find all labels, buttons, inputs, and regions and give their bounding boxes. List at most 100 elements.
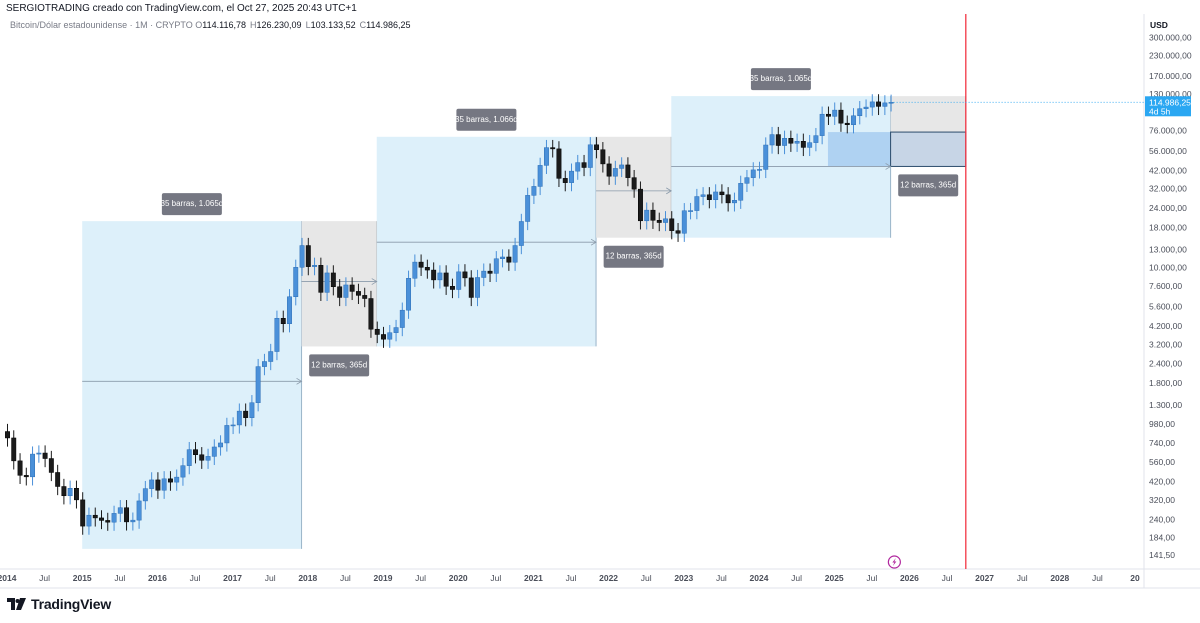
candle[interactable] xyxy=(506,256,512,263)
candle[interactable] xyxy=(487,270,493,274)
candle[interactable] xyxy=(86,514,92,527)
candle[interactable] xyxy=(393,327,399,333)
candle[interactable] xyxy=(406,278,411,311)
candle[interactable] xyxy=(218,442,223,448)
candle[interactable] xyxy=(518,221,524,246)
candle[interactable] xyxy=(324,272,330,293)
candle[interactable] xyxy=(807,142,813,148)
candle[interactable] xyxy=(330,272,336,287)
candle[interactable] xyxy=(694,196,700,211)
candle[interactable] xyxy=(537,165,543,187)
candle[interactable] xyxy=(863,106,869,109)
candle[interactable] xyxy=(268,351,274,362)
candle[interactable] xyxy=(600,149,606,165)
candle[interactable] xyxy=(719,191,725,196)
candle[interactable] xyxy=(631,177,637,190)
candle[interactable] xyxy=(74,488,79,501)
candle[interactable] xyxy=(500,256,505,259)
candle[interactable] xyxy=(412,261,418,279)
candle[interactable] xyxy=(136,500,142,521)
candle[interactable] xyxy=(337,286,343,298)
candle[interactable] xyxy=(638,188,643,222)
candle[interactable] xyxy=(525,195,531,222)
measure-label-box[interactable] xyxy=(750,68,811,91)
candle[interactable] xyxy=(443,272,449,287)
candle[interactable] xyxy=(11,437,17,462)
candle[interactable] xyxy=(356,291,361,296)
candle[interactable] xyxy=(468,277,474,298)
candle[interactable] xyxy=(650,209,656,221)
candle[interactable] xyxy=(782,138,787,146)
candle[interactable] xyxy=(117,507,123,514)
candle[interactable] xyxy=(255,366,261,403)
candle[interactable] xyxy=(587,144,593,168)
candle[interactable] xyxy=(274,318,280,352)
candle[interactable] xyxy=(750,169,756,178)
candle[interactable] xyxy=(111,513,117,523)
candle[interactable] xyxy=(23,475,29,478)
candle[interactable] xyxy=(769,134,775,146)
candle[interactable] xyxy=(168,478,173,483)
candle[interactable] xyxy=(550,147,556,150)
measure-zone-blue[interactable] xyxy=(82,221,302,549)
candle[interactable] xyxy=(788,138,794,144)
candle[interactable] xyxy=(481,270,487,278)
candle[interactable] xyxy=(262,361,267,367)
candle[interactable] xyxy=(656,220,662,223)
candle[interactable] xyxy=(293,267,299,297)
candle[interactable] xyxy=(374,328,380,335)
candle[interactable] xyxy=(763,144,769,170)
candle[interactable] xyxy=(17,460,23,476)
candle[interactable] xyxy=(387,332,393,340)
candle[interactable] xyxy=(562,178,568,183)
measure-label-box[interactable] xyxy=(456,108,517,131)
candle[interactable] xyxy=(663,218,668,223)
candle[interactable] xyxy=(437,272,443,281)
alert-lightning-icon[interactable] xyxy=(887,555,901,569)
candle[interactable] xyxy=(343,284,349,298)
candle[interactable] xyxy=(30,453,35,478)
candle[interactable] xyxy=(493,258,499,274)
candle[interactable] xyxy=(462,271,468,279)
candle[interactable] xyxy=(612,168,618,177)
candle[interactable] xyxy=(205,456,211,461)
current-price-badge[interactable] xyxy=(1145,96,1191,117)
candle[interactable] xyxy=(688,210,693,212)
candle[interactable] xyxy=(243,410,249,418)
candle[interactable] xyxy=(99,517,104,521)
candle[interactable] xyxy=(431,269,437,281)
candle[interactable] xyxy=(619,164,625,169)
candle[interactable] xyxy=(161,478,167,491)
candle[interactable] xyxy=(531,186,537,196)
candle[interactable] xyxy=(744,177,750,184)
candle[interactable] xyxy=(706,194,712,200)
candle[interactable] xyxy=(625,164,631,178)
candle[interactable] xyxy=(575,162,581,172)
candle[interactable] xyxy=(186,449,192,466)
candle[interactable] xyxy=(669,218,675,231)
measure-zone-blue[interactable] xyxy=(376,136,597,347)
candle[interactable] xyxy=(681,210,687,234)
candle[interactable] xyxy=(312,265,317,267)
candle[interactable] xyxy=(869,101,875,108)
candle[interactable] xyxy=(5,431,10,439)
candle[interactable] xyxy=(155,479,161,491)
candle[interactable] xyxy=(569,170,574,183)
tradingview-logo[interactable]: TradingView xyxy=(7,596,111,612)
candle[interactable] xyxy=(224,425,230,444)
candle[interactable] xyxy=(230,424,236,427)
candle[interactable] xyxy=(456,271,462,290)
candle[interactable] xyxy=(826,113,831,117)
candle[interactable] xyxy=(124,507,129,523)
candle[interactable] xyxy=(67,488,73,497)
candle[interactable] xyxy=(287,296,292,324)
candle[interactable] xyxy=(700,194,706,197)
measure-label-box[interactable] xyxy=(898,174,959,197)
candle[interactable] xyxy=(362,295,368,299)
candle[interactable] xyxy=(418,261,424,268)
candle[interactable] xyxy=(819,113,825,136)
candle[interactable] xyxy=(544,147,549,166)
candle[interactable] xyxy=(844,122,850,125)
candle[interactable] xyxy=(180,465,186,478)
